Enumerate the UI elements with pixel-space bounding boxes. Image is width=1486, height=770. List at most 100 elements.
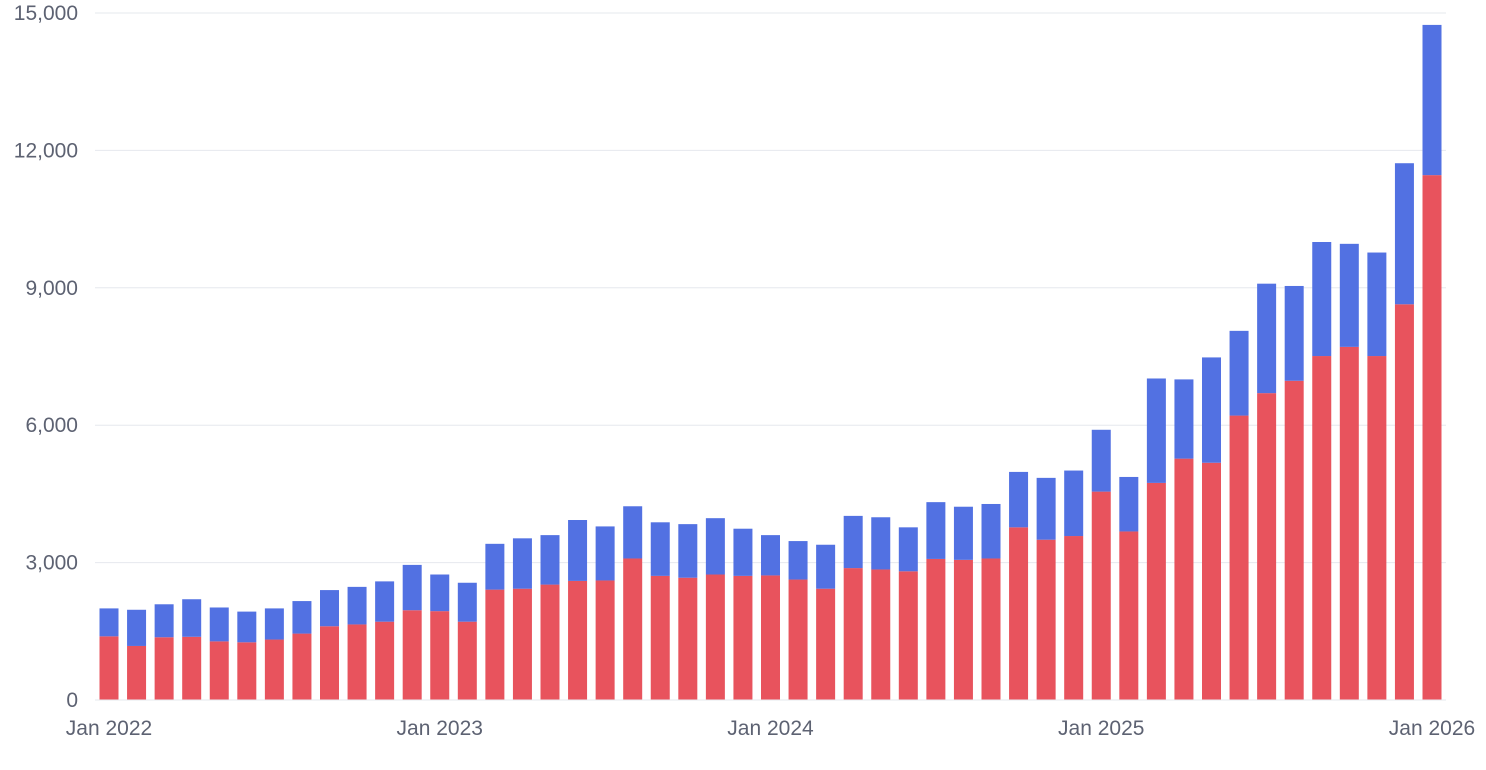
bar-stack bbox=[154, 604, 174, 700]
bar-segment-red bbox=[650, 575, 670, 700]
bar-stack bbox=[237, 611, 257, 700]
bar-segment-red bbox=[761, 575, 780, 700]
bar-stack bbox=[1119, 476, 1139, 700]
x-tick-label: Jan 2022 bbox=[66, 717, 152, 740]
bar-segment-red bbox=[375, 621, 395, 700]
bar-stack bbox=[1394, 163, 1414, 700]
bar-segment-red bbox=[898, 571, 918, 700]
bar-stack bbox=[1064, 470, 1084, 700]
bar-stack bbox=[816, 544, 836, 700]
bar-segment-red bbox=[1422, 175, 1442, 700]
bar-segment-red bbox=[788, 579, 808, 700]
y-tick-label: 9,000 bbox=[25, 277, 78, 300]
bar-stack bbox=[485, 543, 505, 700]
bar-stack bbox=[568, 520, 588, 700]
bar-segment-red bbox=[1009, 527, 1029, 700]
bar-stack bbox=[209, 607, 229, 700]
bar-stack bbox=[1036, 477, 1056, 700]
bar-segment-red bbox=[1229, 415, 1249, 700]
bar-segment-red bbox=[733, 575, 753, 700]
bar-segment-red bbox=[678, 577, 698, 700]
bar-segment-red bbox=[320, 626, 339, 700]
axes: 0 3,000 6,000 9,000 12,000 15,000 Jan 2022 Jan … bbox=[14, 2, 1475, 740]
bar-stack bbox=[1312, 242, 1332, 700]
bar-stack bbox=[430, 574, 450, 700]
bar-segment-blue bbox=[843, 515, 863, 569]
bar-stack bbox=[1339, 243, 1359, 700]
bar-stack bbox=[871, 517, 891, 700]
bar-segment-blue bbox=[650, 522, 670, 576]
y-tick-label: 3,000 bbox=[25, 552, 78, 575]
bar-segment-blue bbox=[1394, 163, 1414, 305]
bar-segment-blue bbox=[788, 541, 808, 580]
bar-segment-blue bbox=[540, 535, 560, 585]
bar-segment-blue bbox=[623, 506, 643, 559]
bar-segment-blue bbox=[127, 609, 147, 646]
x-tick-label: Jan 2026 bbox=[1389, 717, 1475, 740]
bars bbox=[99, 24, 1442, 700]
bar-segment-red bbox=[1284, 380, 1304, 700]
bar-segment-red bbox=[816, 588, 836, 700]
bar-segment-blue bbox=[761, 535, 780, 576]
bar-stack bbox=[1284, 285, 1304, 700]
bar-stack bbox=[788, 541, 808, 700]
bar-stack bbox=[705, 518, 725, 700]
bar-segment-blue bbox=[457, 582, 477, 622]
bar-stack bbox=[761, 535, 780, 700]
bar-segment-red bbox=[1367, 356, 1387, 700]
bar-segment-red bbox=[292, 633, 312, 700]
bar-segment-blue bbox=[595, 526, 615, 581]
y-tick-label: 12,000 bbox=[14, 139, 78, 162]
bar-stack bbox=[182, 599, 202, 700]
x-tick-label: Jan 2023 bbox=[397, 717, 483, 740]
bar-segment-red bbox=[1202, 462, 1221, 700]
bar-segment-red bbox=[99, 636, 119, 700]
bar-segment-red bbox=[540, 584, 560, 700]
bar-segment-red bbox=[843, 568, 863, 700]
y-tick-label: 0 bbox=[66, 689, 78, 712]
bar-stack bbox=[1174, 379, 1194, 700]
bar-stack bbox=[1202, 357, 1221, 700]
bar-stack bbox=[650, 522, 670, 700]
bar-segment-blue bbox=[1339, 243, 1359, 347]
x-tick-label: Jan 2025 bbox=[1058, 717, 1144, 740]
bar-segment-red bbox=[1339, 346, 1359, 700]
bar-segment-red bbox=[705, 574, 725, 700]
bar-segment-blue bbox=[375, 581, 395, 622]
bar-segment-blue bbox=[1009, 471, 1029, 528]
bar-stack bbox=[678, 524, 698, 700]
bar-segment-blue bbox=[182, 599, 202, 637]
bar-segment-red bbox=[237, 642, 257, 700]
bar-stack bbox=[512, 538, 532, 700]
bar-stack bbox=[1422, 24, 1442, 700]
bar-segment-blue bbox=[568, 520, 588, 581]
bar-segment-red bbox=[1091, 491, 1111, 700]
bar-segment-blue bbox=[209, 607, 229, 642]
bar-segment-red bbox=[430, 611, 450, 700]
bar-segment-red bbox=[1064, 536, 1084, 700]
bar-stack bbox=[981, 503, 1001, 700]
bar-segment-blue bbox=[1229, 330, 1249, 416]
bar-segment-red bbox=[1394, 304, 1414, 700]
bar-stack bbox=[375, 581, 395, 700]
bar-segment-blue bbox=[1174, 379, 1194, 459]
bar-segment-blue bbox=[430, 574, 450, 612]
bar-segment-red bbox=[568, 580, 588, 700]
bar-stack bbox=[1229, 330, 1249, 700]
bar-segment-blue bbox=[1367, 252, 1387, 357]
bar-segment-blue bbox=[512, 538, 532, 589]
bar-segment-blue bbox=[237, 611, 257, 643]
bar-stack bbox=[953, 506, 973, 700]
bar-stack bbox=[264, 608, 284, 700]
bar-segment-red bbox=[264, 639, 284, 700]
bar-segment-red bbox=[402, 610, 422, 700]
bar-stack bbox=[127, 609, 147, 700]
bar-segment-red bbox=[1036, 539, 1056, 700]
bar-segment-red bbox=[127, 645, 147, 700]
y-tick-label: 6,000 bbox=[25, 414, 78, 437]
bar-stack bbox=[457, 582, 477, 700]
bar-segment-red bbox=[1312, 356, 1332, 700]
bar-segment-blue bbox=[871, 517, 891, 570]
bar-segment-blue bbox=[1036, 477, 1056, 540]
